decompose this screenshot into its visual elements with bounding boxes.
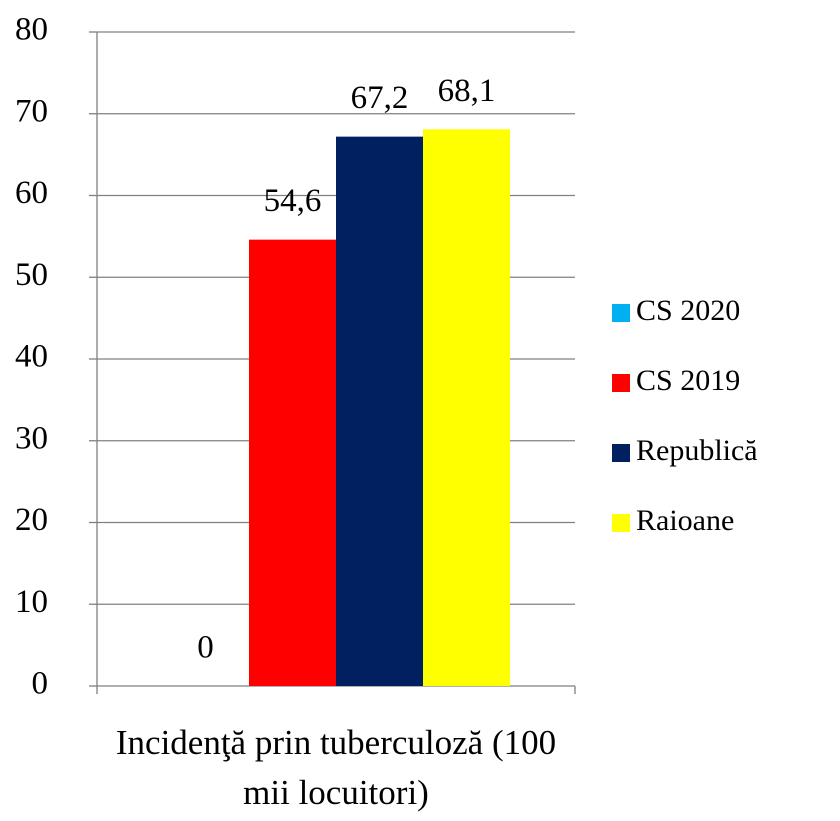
y-tick-label: 50 bbox=[15, 257, 48, 293]
y-tick-label: 20 bbox=[15, 502, 48, 538]
y-tick-label: 40 bbox=[15, 339, 48, 375]
y-tick-label: 0 bbox=[32, 666, 49, 702]
legend-label: CS 2019 bbox=[636, 364, 740, 397]
legend-swatch bbox=[612, 514, 630, 532]
value-label: 68,1 bbox=[438, 73, 496, 109]
y-tick-label: 60 bbox=[15, 175, 48, 211]
bar bbox=[423, 129, 510, 687]
value-label: 54,6 bbox=[264, 183, 322, 219]
legend-label: CS 2020 bbox=[636, 294, 740, 327]
bar bbox=[336, 136, 423, 686]
legend-label: Raioane bbox=[636, 504, 734, 537]
value-label: 67,2 bbox=[351, 80, 409, 116]
legend-label: Republică bbox=[636, 434, 758, 467]
y-tick-label: 70 bbox=[15, 93, 48, 129]
bar bbox=[249, 239, 336, 686]
x-category-label: Incidenţă prin tuberculoză (100 mii locu… bbox=[115, 723, 557, 812]
legend-swatch bbox=[612, 374, 630, 392]
legend-swatch bbox=[612, 444, 630, 462]
y-tick-label: 30 bbox=[15, 420, 48, 456]
y-tick-label: 10 bbox=[15, 584, 48, 620]
value-label: 0 bbox=[197, 630, 214, 666]
y-tick-label: 80 bbox=[15, 12, 48, 48]
legend-swatch bbox=[612, 304, 630, 322]
